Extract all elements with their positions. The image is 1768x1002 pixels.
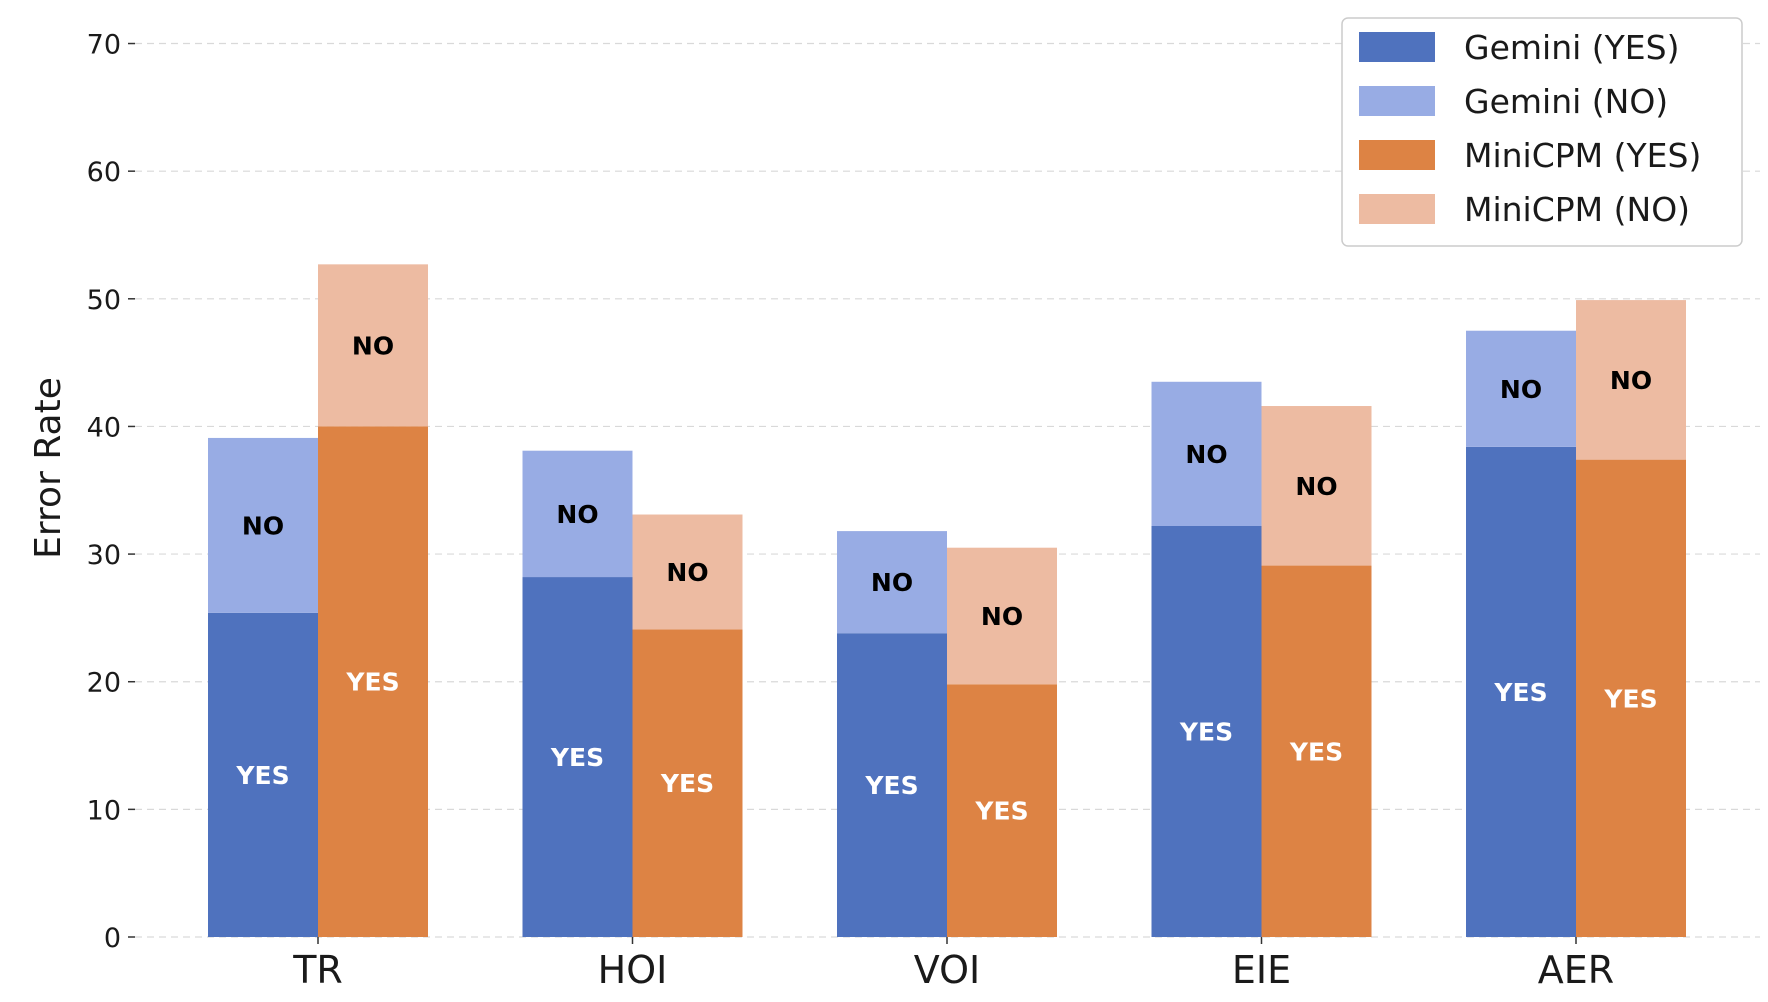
- segment-label-eie-gemini-no: NO: [1185, 440, 1227, 469]
- x-tick-label-eie: EIE: [1232, 948, 1291, 992]
- y-tick-label-40: 40: [87, 412, 121, 443]
- legend-label-1: Gemini (NO): [1464, 82, 1668, 121]
- legend-label-2: MiniCPM (YES): [1464, 136, 1701, 175]
- bar-hoi-minicpm-no: [632, 514, 743, 630]
- bar-eie-gemini-no: [1151, 381, 1262, 527]
- x-tick-label-tr: TR: [292, 948, 343, 992]
- y-tick-label-0: 0: [104, 923, 121, 954]
- bar-voi-gemini-yes: [837, 633, 947, 937]
- y-tick-label-20: 20: [87, 668, 121, 699]
- segment-label-voi-gemini-no: NO: [871, 568, 913, 597]
- segment-label-aer-gemini-no: NO: [1500, 375, 1542, 404]
- bar-layer: YES NO YES NO YES NO YES NO YES NO YES NO YES NO YES NO…: [208, 264, 1686, 937]
- bar-hoi-gemini-no: [522, 450, 633, 578]
- bar-aer-minicpm-no: [1576, 300, 1686, 460]
- y-tick-label-10: 10: [87, 795, 121, 826]
- segment-label-voi-gemini-yes: YES: [864, 771, 918, 800]
- legend-label-0: Gemini (YES): [1464, 28, 1679, 67]
- bar-voi-minicpm-yes: [947, 684, 1057, 937]
- legend-label-3: MiniCPM (NO): [1464, 190, 1690, 229]
- bar-aer-minicpm-yes: [1576, 459, 1686, 937]
- bar-tr-minicpm-no: [318, 264, 428, 427]
- segment-label-aer-minicpm-no: NO: [1610, 366, 1652, 395]
- bar-aer-gemini-yes: [1466, 446, 1576, 937]
- y-tick-label-70: 70: [87, 30, 121, 61]
- segment-label-hoi-gemini-yes: YES: [550, 743, 604, 772]
- legend-swatch-1: [1359, 86, 1435, 116]
- segment-label-voi-minicpm-yes: YES: [974, 797, 1028, 826]
- legend-box: [1341, 17, 1743, 247]
- y-tick-label-60: 60: [87, 157, 121, 188]
- segment-label-aer-gemini-yes: YES: [1493, 678, 1547, 707]
- bar-voi-minicpm-no: [947, 547, 1057, 685]
- y-axis-title: Error Rate: [28, 377, 69, 559]
- segment-label-tr-minicpm-no: NO: [352, 331, 394, 360]
- segment-label-tr-minicpm-yes: YES: [345, 668, 399, 697]
- y-tick-label-30: 30: [87, 540, 121, 571]
- axis-layer: 0 10 20 30 40 50 60 70 TR HOI VOI EIE AER: [87, 30, 1615, 992]
- segment-label-tr-gemini-yes: YES: [235, 761, 289, 790]
- y-tick-label-50: 50: [87, 285, 121, 316]
- x-tick-label-aer: AER: [1538, 948, 1614, 992]
- bar-eie-gemini-yes: [1151, 526, 1262, 937]
- bar-tr-minicpm-yes: [318, 426, 428, 937]
- segment-label-eie-gemini-yes: YES: [1179, 718, 1233, 747]
- legend-swatch-0: [1359, 32, 1435, 62]
- segment-label-tr-gemini-no: NO: [242, 511, 284, 540]
- segment-label-hoi-gemini-no: NO: [556, 500, 598, 529]
- legend: Gemini (YES) Gemini (NO) MiniCPM (YES) Mini…: [1341, 17, 1743, 247]
- segment-label-voi-minicpm-no: NO: [981, 602, 1023, 631]
- segment-label-hoi-minicpm-yes: YES: [660, 769, 714, 798]
- bar-eie-minicpm-yes: [1261, 565, 1372, 937]
- x-tick-label-voi: VOI: [914, 948, 980, 992]
- bar-voi-gemini-no: [837, 531, 947, 634]
- bar-tr-gemini-no: [208, 437, 318, 613]
- bar-aer-gemini-no: [1466, 330, 1576, 447]
- bar-hoi-gemini-yes: [522, 577, 633, 937]
- bar-tr-gemini-yes: [208, 612, 318, 937]
- segment-label-aer-minicpm-yes: YES: [1603, 684, 1657, 713]
- legend-swatch-2: [1359, 140, 1435, 170]
- segment-label-eie-minicpm-yes: YES: [1289, 737, 1343, 766]
- segment-label-eie-minicpm-no: NO: [1295, 472, 1337, 501]
- bar-eie-minicpm-no: [1261, 406, 1372, 566]
- bar-hoi-minicpm-yes: [632, 629, 743, 937]
- legend-swatch-3: [1359, 194, 1435, 224]
- segment-label-hoi-minicpm-no: NO: [666, 558, 708, 587]
- x-tick-label-hoi: HOI: [598, 948, 668, 992]
